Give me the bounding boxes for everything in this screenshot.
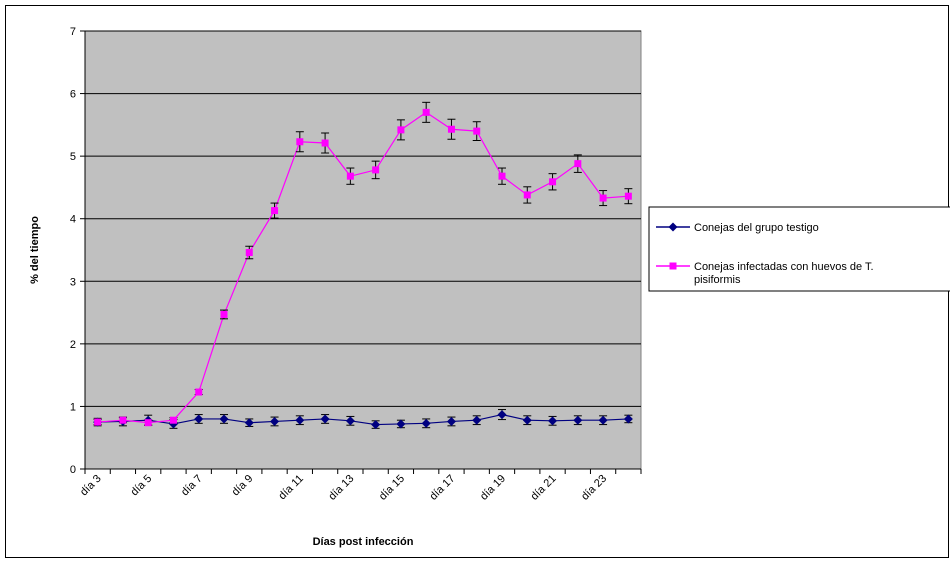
data-point xyxy=(372,166,380,174)
x-tick-label: día 21 xyxy=(529,473,559,503)
x-tick-label: día 9 xyxy=(230,473,256,499)
data-point xyxy=(522,415,532,425)
y-tick-label: 0 xyxy=(70,464,76,476)
series-layer xyxy=(93,101,633,430)
legend-item-2: Conejas infectadas con huevos de T. pisif… xyxy=(656,261,874,286)
data-point xyxy=(624,192,632,200)
x-tick-label: día 11 xyxy=(276,473,306,503)
y-tick-label: 1 xyxy=(70,401,76,413)
data-point xyxy=(472,415,482,425)
legend-label: Conejas del grupo testigo xyxy=(694,222,819,234)
data-point xyxy=(94,418,102,426)
data-point xyxy=(473,127,481,135)
x-tick-label: día 7 xyxy=(179,473,205,499)
chart-frame: 0 1 2 3 4 5 6 7 día 3 día 5 día 7 día 9 día 11 día 13… xyxy=(5,5,951,558)
legend-label-line: Conejas infectadas con huevos de T. xyxy=(694,261,874,273)
y-tick-label: 5 xyxy=(70,151,76,163)
x-axis-title: Días post infección xyxy=(313,536,414,548)
x-tick-label: día 23 xyxy=(579,473,609,503)
x-tick-label: día 17 xyxy=(427,473,457,503)
data-point xyxy=(446,416,456,426)
data-point xyxy=(296,138,304,146)
data-point xyxy=(498,172,506,180)
data-point xyxy=(396,419,406,429)
data-point xyxy=(270,416,280,426)
data-point xyxy=(195,388,203,396)
data-point xyxy=(371,420,381,430)
data-point xyxy=(497,410,507,420)
data-point xyxy=(623,414,633,424)
data-point xyxy=(194,414,204,424)
y-tick-label: 6 xyxy=(70,89,76,101)
series-2 xyxy=(93,101,633,427)
data-point xyxy=(346,172,354,180)
y-tick-label: 7 xyxy=(70,26,76,38)
x-tick-label: día 19 xyxy=(478,473,508,503)
data-point xyxy=(598,415,608,425)
y-tick-label: 4 xyxy=(70,214,76,226)
data-point xyxy=(295,415,305,425)
x-tick-label: día 3 xyxy=(78,473,104,499)
data-point xyxy=(345,416,355,426)
data-point xyxy=(523,191,531,199)
legend-label: Conejas infectadas con huevos de T. pisif… xyxy=(694,261,874,286)
data-point xyxy=(447,125,455,133)
y-tick-label: 2 xyxy=(70,339,76,351)
data-point xyxy=(271,207,279,215)
legend-label-line: pisiformis xyxy=(694,274,741,286)
data-point xyxy=(599,194,607,202)
data-point xyxy=(320,414,330,424)
legend-swatch-marker xyxy=(668,222,678,232)
plot-area xyxy=(84,30,642,470)
data-point xyxy=(219,414,229,424)
data-point xyxy=(574,160,582,168)
data-point xyxy=(422,108,430,116)
data-point xyxy=(244,418,254,428)
legend: Conejas del grupo testigo Conejas infecta… xyxy=(648,206,951,292)
data-point xyxy=(144,419,152,427)
data-point xyxy=(548,416,558,426)
series-line xyxy=(97,413,629,426)
data-point xyxy=(220,310,228,318)
y-axis-title: % del tiempo xyxy=(29,216,41,284)
legend-swatch-marker xyxy=(669,262,677,270)
data-point xyxy=(321,139,329,147)
legend-label-line: Conejas del grupo testigo xyxy=(694,222,819,234)
data-point xyxy=(549,178,557,186)
chart-svg: 0 1 2 3 4 5 6 7 día 3 día 5 día 7 día 9 día 11 día 13… xyxy=(29,26,951,548)
legend-items: Conejas del grupo testigo Conejas infecta… xyxy=(656,222,874,286)
data-point xyxy=(573,415,583,425)
gridlines xyxy=(85,30,641,407)
data-point xyxy=(245,249,253,257)
legend-box xyxy=(648,206,951,292)
legend-item-1: Conejas del grupo testigo xyxy=(656,222,819,234)
x-tick-label: día 15 xyxy=(377,473,407,503)
series-line xyxy=(97,111,629,424)
data-point xyxy=(421,418,431,428)
series-1 xyxy=(93,409,633,430)
data-point xyxy=(119,416,127,424)
data-point xyxy=(397,126,405,134)
x-tick-label: día 13 xyxy=(326,473,356,503)
x-tick-label: día 5 xyxy=(129,473,155,499)
data-point xyxy=(169,416,177,424)
y-tick-label: 3 xyxy=(70,276,76,288)
